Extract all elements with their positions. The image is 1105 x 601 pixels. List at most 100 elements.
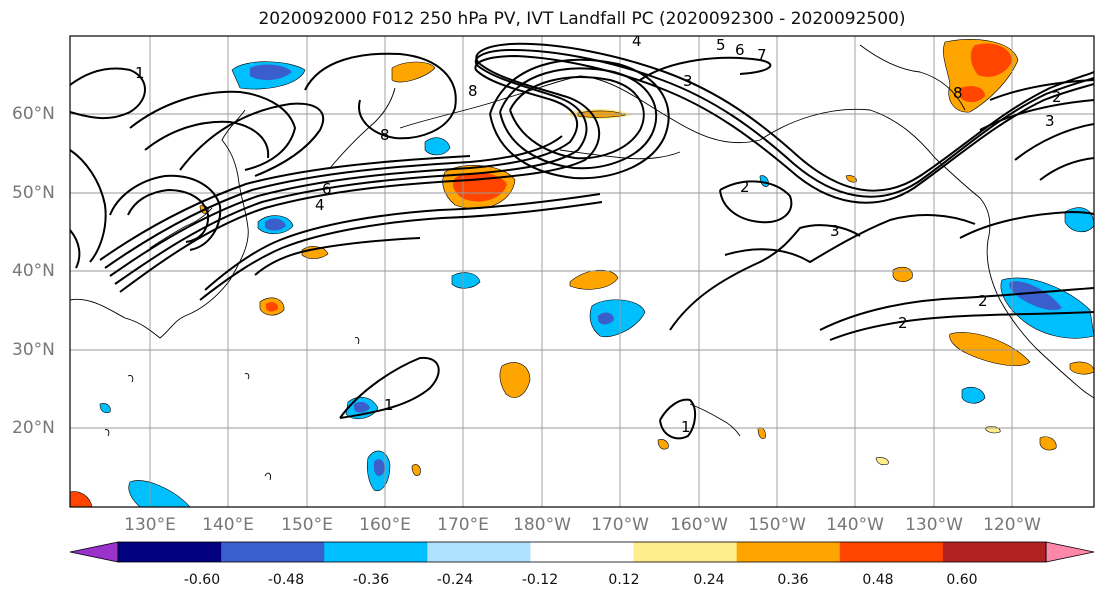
- shade-blob: [598, 312, 614, 325]
- colorbar-segment: [221, 542, 325, 562]
- shade-blob: [99, 403, 111, 414]
- contour-label: 2: [740, 178, 750, 196]
- shade-blob: [354, 401, 370, 413]
- shade-blob: [875, 457, 889, 466]
- colorbar-segment: [942, 542, 1047, 562]
- pv-contour: [339, 356, 440, 419]
- shade-blob: [411, 464, 421, 476]
- colorbar-segment: [118, 542, 222, 562]
- shade-blob: [569, 269, 619, 290]
- lat-label: 20°N: [12, 418, 55, 438]
- pv-contour: [254, 237, 421, 276]
- shade-blob: [128, 480, 191, 507]
- shade-blob: [892, 266, 913, 282]
- pv-contour: [489, 58, 670, 180]
- canada-coastline: [859, 44, 966, 111]
- lon-label: 150°W: [748, 515, 806, 535]
- colorbar-tick-label: -0.36: [352, 572, 390, 588]
- coastal-island: [354, 337, 360, 345]
- lon-label: 170°E: [437, 515, 489, 535]
- colorbar-tick-label: 0.60: [946, 572, 978, 588]
- pv-contour: [829, 311, 1094, 341]
- shade-blob: [845, 175, 857, 183]
- pv-contour: [1014, 123, 1094, 161]
- lat-label: 30°N: [12, 340, 55, 360]
- contour-label: 4: [632, 32, 642, 50]
- colorbar-frame: [117, 541, 1047, 563]
- shade-blob: [374, 459, 385, 476]
- pv-contour: [959, 210, 1094, 239]
- contour-label: 2: [898, 314, 908, 332]
- pv-contour: [199, 201, 603, 301]
- contour-label: 2: [1052, 88, 1062, 106]
- hawaii-islands: [689, 403, 741, 437]
- colorbar-tick-label: 0.12: [608, 572, 640, 588]
- pv-contour: [70, 149, 107, 263]
- pv-contour: [304, 52, 457, 140]
- contour-label: 6: [322, 180, 332, 198]
- kamchatka-coastline: [329, 87, 396, 169]
- shade-blob: [499, 362, 531, 398]
- shade-blob: [424, 137, 451, 156]
- alaska-coastline: [399, 75, 991, 241]
- contour-label: 7: [757, 46, 767, 64]
- shade-blob: [1009, 281, 1062, 311]
- colorbar-extend-max: [1045, 541, 1095, 563]
- shade-blob: [70, 491, 93, 507]
- asia-coastline: [70, 109, 249, 339]
- shade-blob: [961, 386, 986, 404]
- shade-blob: [1069, 361, 1094, 375]
- lon-label: 170°W: [591, 515, 649, 535]
- pv-contour: [127, 188, 210, 243]
- pv-contour: [499, 67, 658, 170]
- pv-contour: [819, 287, 1094, 331]
- shade-blob: [757, 427, 766, 439]
- lon-label: 160°E: [359, 515, 411, 535]
- pv-contour: [669, 224, 861, 331]
- shade-blob: [960, 86, 985, 103]
- japan-coastline: [149, 207, 213, 249]
- shade-blob: [265, 218, 286, 231]
- coastal-island: [127, 375, 134, 383]
- colorbar-segment: [736, 542, 841, 562]
- lon-label: 160°W: [670, 515, 728, 535]
- colorbar-segment: [633, 542, 738, 562]
- contour-label: 1: [384, 396, 394, 414]
- coastal-island: [104, 429, 110, 437]
- shade-blob: [949, 332, 1031, 367]
- map-title: 2020092000 F012 250 hPa PV, IVT Landfall…: [258, 9, 906, 29]
- pv-contour: [99, 155, 471, 261]
- contour-label: 8: [953, 84, 963, 102]
- lat-label: 60°N: [12, 104, 55, 124]
- shade-blob: [657, 439, 669, 450]
- pv-contour: [1039, 157, 1094, 181]
- pv-contour: [129, 90, 297, 171]
- colorbar-segment: [324, 542, 428, 562]
- map-frame: [69, 35, 1095, 508]
- coastal-island: [264, 472, 271, 481]
- colorbar-tick-label: 0.36: [777, 572, 809, 588]
- contour-label: 3: [1045, 112, 1055, 130]
- lat-label: 50°N: [12, 183, 55, 203]
- coastal-island: [244, 373, 250, 380]
- shade-blob: [970, 43, 1012, 77]
- colorbar-tick-label: -0.24: [436, 572, 474, 588]
- lon-label: 150°E: [281, 515, 333, 535]
- lon-label: 140°E: [202, 515, 254, 535]
- shade-blob: [451, 272, 481, 289]
- pv-contour: [979, 99, 1094, 131]
- lon-label: 140°W: [826, 515, 884, 535]
- colorbar-tick-label: 0.24: [693, 572, 725, 588]
- contour-label: 2: [978, 292, 988, 310]
- colorbar-segment: [530, 542, 635, 562]
- contour-labels: 1 4 5 6 7 8 3 8 6 4 2 8 2 3 3 2 2 1 1: [135, 32, 1062, 436]
- pv-contour: [659, 398, 696, 440]
- pv-contours: [70, 42, 1094, 440]
- pv-contour: [719, 180, 793, 224]
- north-america-coastline: [986, 239, 1094, 399]
- colorbar-extend-min: [69, 541, 119, 563]
- contour-label: 4: [315, 196, 325, 214]
- shade-blob: [391, 61, 436, 83]
- pv-contour: [179, 102, 325, 177]
- contour-label: 1: [135, 64, 145, 82]
